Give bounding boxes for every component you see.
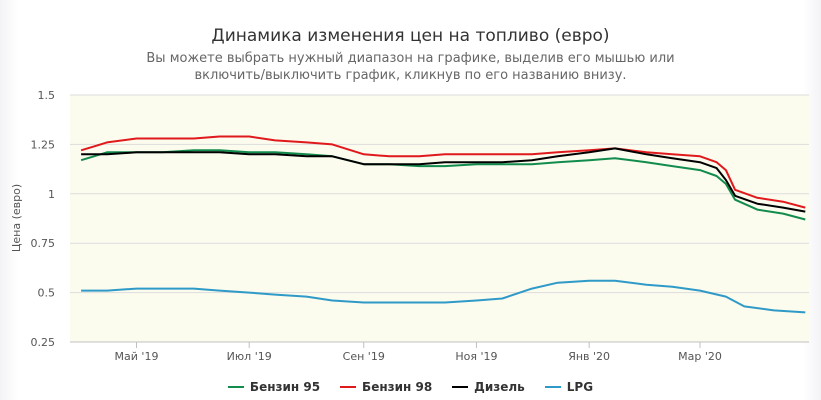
x-tick-label: Янв '20 (568, 350, 610, 363)
y-tick-label: 0.75 (31, 237, 56, 250)
legend-item-2[interactable]: Бензин 98 (340, 380, 432, 394)
chart-subtitle-line-1: Вы можете выбрать нужный диапазон на гра… (146, 51, 675, 66)
series-line-3[interactable] (81, 147, 806, 213)
series-line-2[interactable] (80, 135, 806, 209)
chart-legend: Бензин 95 Бензин 98 Дизель LPG (0, 380, 821, 394)
series-line-1[interactable] (80, 149, 806, 221)
y-axis-title: Цена (евро) (10, 184, 23, 252)
legend-label: LPG (566, 380, 594, 394)
plot-area[interactable] (70, 95, 809, 342)
legend-label: Бензин 95 (249, 380, 321, 394)
x-tick-label: Ноя '19 (455, 350, 497, 363)
x-tick-label: Сен '19 (343, 350, 385, 363)
chart-title: Динамика изменения цен на топливо (евро) (211, 26, 610, 46)
x-tick-label: Май '19 (115, 350, 159, 363)
legend-swatch (227, 386, 244, 388)
legend-item-1[interactable]: Бензин 95 (227, 380, 321, 394)
y-tick-label: 1 (48, 188, 55, 201)
y-tick-label: 0.25 (31, 336, 56, 349)
legend-swatch (340, 386, 357, 388)
legend-item-4[interactable]: LPG (544, 380, 594, 394)
y-tick-label: 0.5 (38, 287, 56, 300)
legend-label: Бензин 98 (362, 380, 433, 394)
chart-subtitle: Вы можете выбрать нужный диапазон на гра… (0, 50, 821, 84)
x-tick-label: Мар '20 (678, 350, 722, 363)
y-tick-label: 1.5 (38, 89, 56, 102)
legend-swatch (544, 386, 561, 388)
legend-label: Дизель (474, 380, 525, 394)
axes: 0.25 0.5 0.75 1 1.25 1.5 Май '19 Июл '19 Сен '19… (31, 89, 809, 363)
y-tick-label: 1.25 (31, 138, 56, 151)
legend-item-3[interactable]: Дизель (452, 380, 525, 394)
legend-swatch (452, 386, 469, 388)
series-lines (80, 135, 806, 314)
x-tick-label: Июл '19 (227, 350, 272, 363)
series-line-4[interactable] (81, 279, 806, 314)
chart-subtitle-line-2: включить/выключить график, кликнув по ег… (194, 68, 627, 83)
